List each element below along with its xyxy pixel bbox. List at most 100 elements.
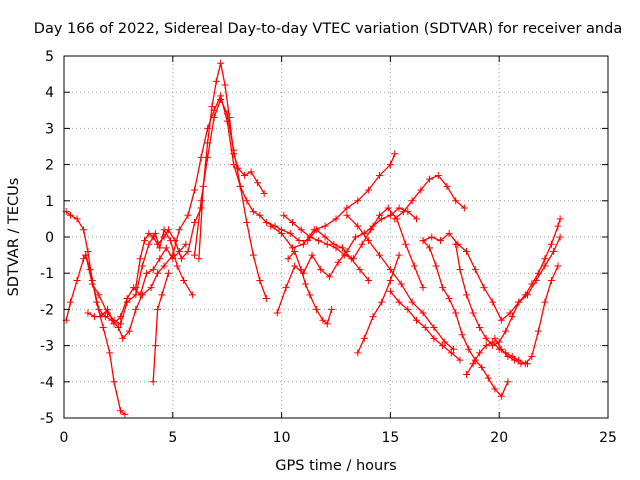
plot-frame [63,55,609,419]
data-point [145,229,153,237]
data-point [456,266,464,274]
data-point [306,291,314,299]
data-point [184,211,192,219]
data-point [386,276,394,284]
data-point [191,251,199,259]
y-tick-label: 0 [45,230,54,246]
data-point [260,190,268,198]
data-point [291,262,299,270]
data-point [323,240,331,248]
data-point [386,161,394,169]
series-trace-20 [463,262,562,379]
data-point [262,219,270,227]
data-point [223,110,231,118]
data-point [365,276,373,284]
data-point [541,255,549,263]
data-point [312,305,320,313]
data-point [430,334,438,342]
data-point [386,211,394,219]
data-point [463,247,471,255]
data-point [291,247,299,255]
data-point [149,233,157,241]
data-point [273,309,281,317]
data-point [478,363,486,371]
data-point [67,211,75,219]
data-point [452,240,460,248]
data-point [178,255,186,263]
y-tick-label: -1 [40,266,54,282]
data-point [197,153,205,161]
data-point [262,295,270,303]
y-tick-label: -5 [40,411,54,427]
data-point [376,171,384,179]
data-point [417,186,425,194]
data-point [310,226,318,234]
y-tick-label: -3 [40,339,54,355]
data-point [386,266,394,274]
data-point [402,240,410,248]
data-point [286,229,294,237]
data-point [521,291,529,299]
x-tick-label: 5 [168,430,177,446]
data-point [297,266,305,274]
data-point [110,316,118,324]
data-point [365,237,373,245]
y-tick-label: 1 [45,194,54,210]
data-point [149,378,157,386]
data-point [84,309,92,317]
data-point [141,237,149,245]
data-point [447,349,455,357]
data-point [430,324,438,331]
data-point [162,244,170,252]
data-point [332,215,340,223]
data-point [99,324,107,331]
series-line [65,254,126,415]
data-point [132,305,140,313]
data-point [354,222,362,230]
data-point [358,240,366,248]
data-point [354,197,362,205]
data-point [413,316,421,324]
series-trace-11 [284,247,336,328]
data-point [319,316,327,324]
data-point [317,266,325,274]
series-trace-15 [386,287,464,364]
series-trace-12 [280,204,427,292]
data-point [434,171,442,179]
data-point [369,313,377,321]
data-point [121,410,129,418]
data-point [506,309,514,317]
data-point [343,247,351,255]
data-point [445,229,453,237]
data-point [352,233,360,241]
y-tick-label: 5 [45,49,54,65]
data-point [204,153,212,161]
data-point [114,324,122,331]
data-point [450,345,458,353]
data-point [378,215,386,223]
data-point [306,233,314,241]
data-point [197,197,205,205]
data-point [356,266,364,274]
data-point [241,171,249,179]
y-tick-label: 3 [45,121,54,137]
x-tick-label: 0 [60,430,69,446]
data-point [80,226,88,234]
data-point [550,247,558,255]
data-point [504,378,512,386]
data-point [354,349,362,357]
data-point [297,226,305,234]
data-point [184,247,192,255]
grid [64,56,608,418]
data-point [217,59,225,67]
data-point [88,280,96,288]
data-point [210,114,218,122]
data-point [421,324,429,331]
data-point [171,237,179,245]
data-point [547,240,555,248]
data-point [95,291,103,299]
data-point [413,215,421,223]
data-point [104,309,112,317]
data-point [191,186,199,194]
